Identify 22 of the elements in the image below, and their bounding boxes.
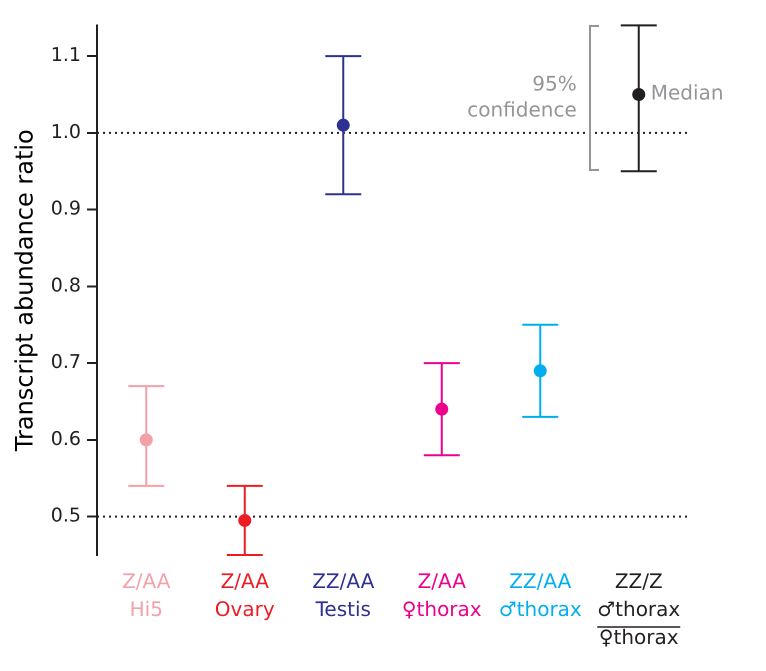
- x-tick-label: ZZ/AA ♂thorax: [498, 569, 582, 622]
- x-tick-label: Z/AA ♀thorax: [402, 569, 482, 622]
- point: [238, 514, 252, 527]
- y-tick-label: 1.1: [50, 44, 82, 66]
- y-tick-label: 1.0: [50, 120, 82, 143]
- x-tick-label: Z/AA Ovary: [214, 569, 275, 622]
- annotation: 95% confidence: [467, 72, 577, 122]
- y-tick-label: 0.8: [50, 274, 82, 296]
- point: [534, 364, 547, 378]
- x-tick-label: ZZ/Z ♂thorax ♀thorax: [597, 569, 680, 650]
- point: [632, 88, 646, 101]
- x-tick-label: ZZ/AA Testis: [312, 569, 375, 622]
- y-tick-label: 0.7: [50, 351, 82, 374]
- annotation: Median: [650, 80, 724, 105]
- x-tick-label: Z/AA Hi5: [122, 569, 171, 622]
- y-axis-title: Transcript abundance ratio: [10, 129, 39, 452]
- y-tick-label: 0.9: [50, 198, 82, 220]
- point: [435, 402, 448, 416]
- point: [336, 118, 350, 132]
- y-tick-label: 0.5: [50, 504, 82, 527]
- point: [140, 433, 153, 446]
- y-tick-label: 0.6: [50, 428, 82, 450]
